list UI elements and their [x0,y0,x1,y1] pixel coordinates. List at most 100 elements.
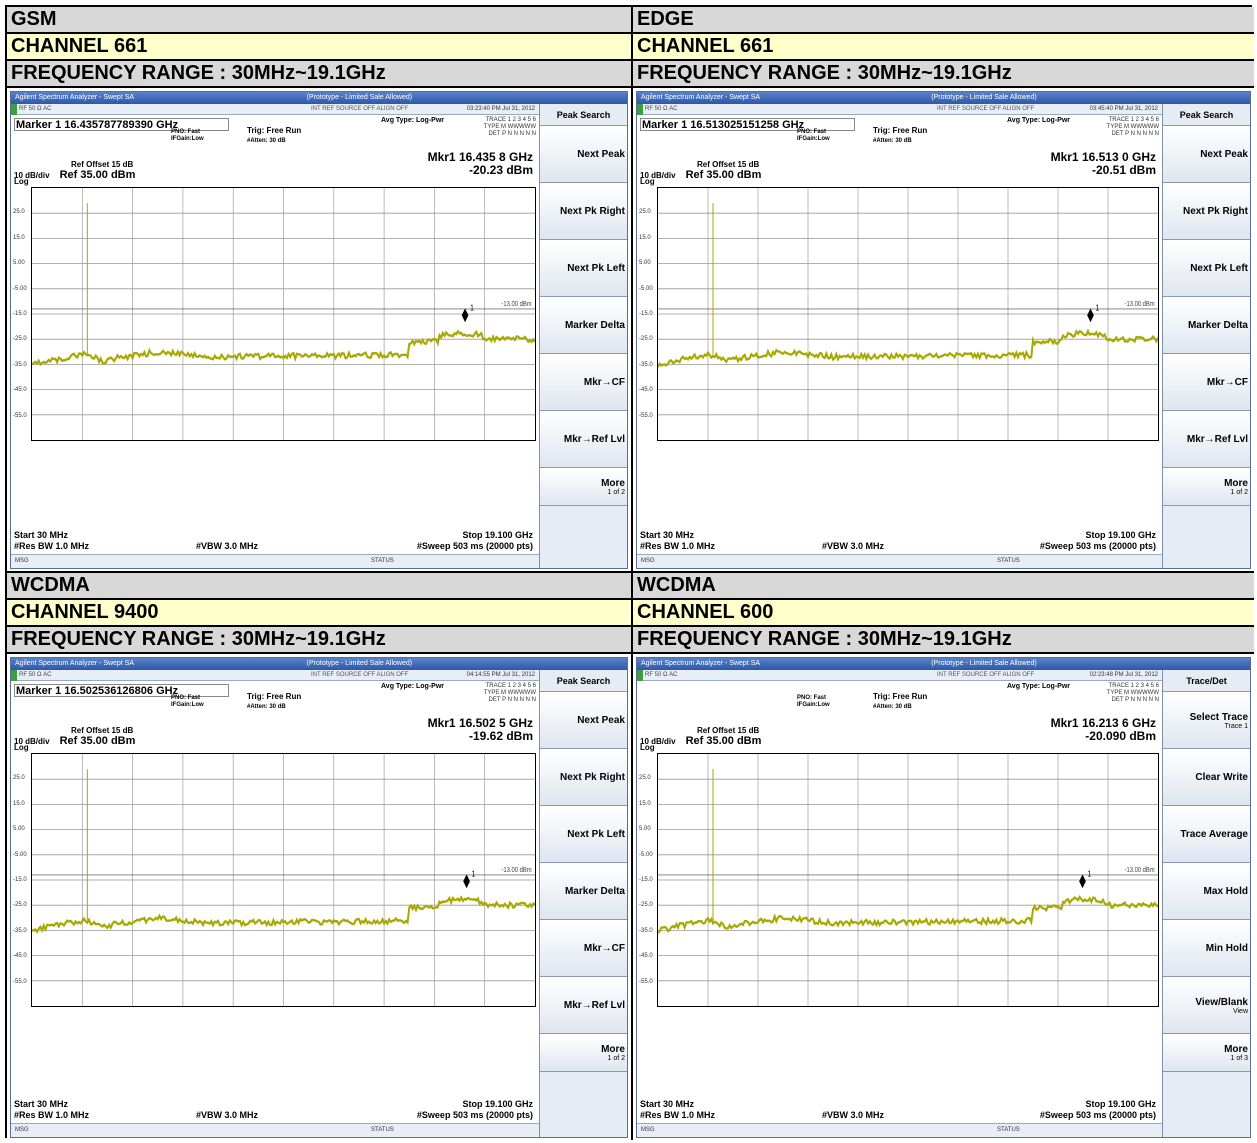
resolution-bandwidth: #Res BW 1.0 MHz [14,1110,90,1120]
status-label: STATUS [371,558,394,564]
marker-diamond-icon [463,874,470,889]
y-tick-label: 5.00 [13,260,25,267]
datetime: 02:23:48 PM Jul 31, 2012 [1089,672,1158,678]
status-label: STATUS [997,558,1020,564]
y-tick-label: -5.00 [13,851,27,858]
more-page: 1 of 2 [607,1055,625,1062]
instrument-status-bar: RF 50 Ω AC INT REF SOURCE OFF ALIGN OFF … [11,670,539,681]
softkey-button[interactable]: Mkr→CF [540,354,627,411]
softkey-button[interactable]: Marker Delta [540,863,627,920]
softkey-menu-title: Peak Search [1163,104,1250,126]
marker-frequency-field[interactable]: Marker 1 16.435787789390 GHz [14,118,229,131]
window-title: Agilent Spectrum Analyzer - Swept SA [15,94,135,101]
softkey-button[interactable]: Next Pk Left [540,806,627,863]
softkey-button[interactable]: Next Peak [540,692,627,749]
softkey-label: Marker Delta [564,320,625,331]
start-frequency: Start 30 MHz [14,1099,69,1109]
more-softkey[interactable]: More 1 of 2 [540,1034,627,1072]
softkey-label: Next Pk Left [567,829,625,840]
input-settings: RF 50 Ω AC [645,672,678,678]
softkey-label: Marker Delta [564,886,625,897]
softkey-button[interactable]: Mkr→Ref Lvl [540,977,627,1034]
spectrum-panel: GSM CHANNEL 661 FREQUENCY RANGE : 30MHz~… [7,7,633,573]
spectrum-plot[interactable]: -13.00 dBm 1 [31,187,536,441]
ref-offset: Ref Offset 15 dB [71,726,134,735]
softkey-button[interactable]: Marker Delta [1163,297,1250,354]
y-tick-label: -45.0 [13,387,27,394]
softkey-button[interactable]: Clear Write [1163,749,1250,806]
more-softkey[interactable]: More 1 of 3 [1163,1034,1250,1072]
softkey-button[interactable]: Max Hold [1163,863,1250,920]
softkey-sublabel: View [1232,1007,1248,1015]
softkey-button[interactable]: Next Peak [540,126,627,183]
y-tick-label: 25.0 [639,209,651,216]
start-frequency: Start 30 MHz [640,530,695,540]
status-label: STATUS [371,1127,394,1133]
spectrum-plot[interactable]: -13.00 dBm 1 [31,753,536,1007]
reference-level: 10 dB/div Ref 35.00 dBm [14,169,136,181]
measurement-screen[interactable]: Marker 1 16.435787789390 GHz PNO: Fast IF… [11,115,539,554]
measurement-screen[interactable]: PNO: Fast IFGain:Low Trig: Free Run #Atten… [637,681,1162,1123]
softkey-button[interactable]: Mkr→Ref Lvl [540,411,627,468]
frequency-range-label: FREQUENCY RANGE : 30MHz~19.1GHz [633,627,1254,654]
more-softkey[interactable]: More 1 of 2 [540,468,627,506]
spectrum-plot[interactable]: -13.00 dBm 1 [657,753,1159,1007]
softkey-label: Next Pk Left [567,263,625,274]
softkey-button[interactable]: Marker Delta [540,297,627,354]
marker-frequency-field[interactable]: Marker 1 16.502536126806 GHz [14,684,229,697]
softkey-button[interactable]: Min Hold [1163,920,1250,977]
softkey-button[interactable]: Next Pk Left [1163,240,1250,297]
marker-diamond-icon [1079,874,1086,889]
instrument-status-bar: RF 50 Ω AC INT REF SOURCE OFF ALIGN OFF … [637,104,1162,115]
softkey-panel: Trace/Det Select Trace Trace 1 Clear Write T… [1162,670,1250,1137]
y-tick-label: 15.0 [13,800,25,807]
datetime: 03:23:40 PM Jul 31, 2012 [466,106,535,112]
spectrum-panel: EDGE CHANNEL 661 FREQUENCY RANGE : 30MHz… [633,7,1254,573]
input-settings: RF 50 Ω AC [645,106,678,112]
channel-label: CHANNEL 661 [7,34,631,61]
y-tick-label: 25.0 [639,775,651,782]
reference-status: INT REF SOURCE OFF ALIGN OFF [311,672,409,678]
marker-frequency-field[interactable]: Marker 1 16.513025151258 GHz [640,118,855,131]
y-tick-label: -55.0 [639,412,653,419]
more-softkey[interactable]: More 1 of 2 [1163,468,1250,506]
measurement-screen[interactable]: Marker 1 16.513025151258 GHz PNO: Fast IF… [637,115,1162,554]
measurement-screen[interactable]: Marker 1 16.502536126806 GHz PNO: Fast IF… [11,681,539,1123]
softkey-button[interactable]: Next Pk Right [540,183,627,240]
sweep-time: #Sweep 503 ms (20000 pts) [1039,1110,1156,1120]
status-label: STATUS [997,1127,1020,1133]
softkey-button[interactable]: Next Peak [1163,126,1250,183]
log-scale-label: Log [640,743,655,752]
spectrum-analyzer-window: Agilent Spectrum Analyzer - Swept SA (Pr… [10,657,628,1138]
reference-status: INT REF SOURCE OFF ALIGN OFF [937,106,1035,112]
window-titlebar: Agilent Spectrum Analyzer - Swept SA (Pr… [637,92,1250,104]
resolution-bandwidth: #Res BW 1.0 MHz [640,1110,716,1120]
softkey-button[interactable]: Next Pk Right [1163,183,1250,240]
spectrum-analyzer-window: Agilent Spectrum Analyzer - Swept SA (Pr… [636,657,1251,1138]
softkey-button[interactable]: Mkr→Ref Lvl [1163,411,1250,468]
y-tick-label: -25.0 [639,336,653,343]
softkey-button[interactable]: Next Pk Right [540,749,627,806]
y-tick-label: -15.0 [13,311,27,317]
softkey-button[interactable]: Mkr→CF [540,920,627,977]
softkey-button[interactable]: Trace Average [1163,806,1250,863]
softkey-label: Next Peak [1200,149,1248,160]
marker-diamond-icon [461,308,469,323]
softkey-label: Marker Delta [1187,320,1248,331]
y-tick-label: 5.00 [13,826,25,833]
softkey-button[interactable]: View/Blank View [1163,977,1250,1034]
softkey-button[interactable]: Select Trace Trace 1 [1163,692,1250,749]
y-tick-label: -45.0 [639,387,653,394]
marker-readout: Mkr1 16.513 0 GHz -20.51 dBm [1050,150,1156,177]
y-tick-label: 5.00 [639,826,651,833]
softkey-menu-title: Peak Search [540,670,627,692]
softkey-button[interactable]: Next Pk Left [540,240,627,297]
rf-indicator-icon [637,670,643,681]
spectrum-plot[interactable]: -13.00 dBm 1 [657,187,1159,441]
y-tick-label: -25.0 [13,902,27,909]
channel-label: CHANNEL 9400 [7,600,631,627]
channel-label: CHANNEL 600 [633,600,1254,627]
reference-level: 10 dB/div Ref 35.00 dBm [14,735,136,747]
spectrum-panel: WCDMA CHANNEL 600 FREQUENCY RANGE : 30MH… [633,573,1254,1140]
softkey-button[interactable]: Mkr→CF [1163,354,1250,411]
